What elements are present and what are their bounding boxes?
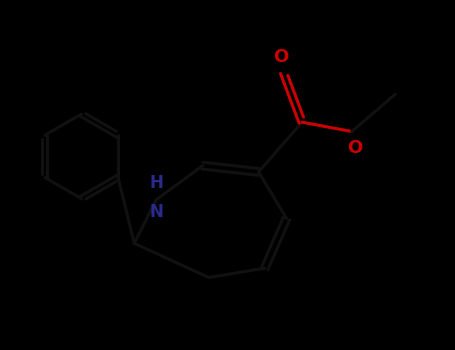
Text: O: O	[273, 48, 288, 66]
Text: H: H	[149, 174, 163, 193]
Text: O: O	[347, 139, 363, 157]
Text: N: N	[149, 203, 163, 221]
